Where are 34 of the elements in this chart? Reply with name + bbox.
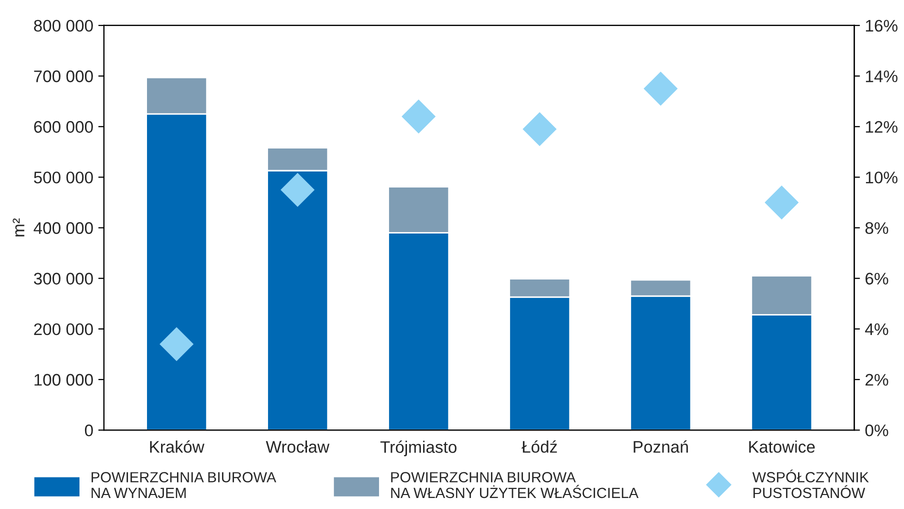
point (764, 185, 799, 220)
y-tick-label: 600 000 (34, 121, 93, 133)
y-tick-label: 200 000 (34, 323, 93, 336)
y-tick-label: 700 000 (34, 70, 93, 82)
y-tick-label: 0 (84, 424, 93, 436)
point (522, 112, 557, 146)
y2-tick-label: 4% (865, 323, 888, 336)
y2-tick-label: 12% (866, 121, 898, 133)
legend-label: POWIERZCHNIA BIUROWA NA WŁASNY UŻYTEK WŁAŚCICIELA (391, 472, 639, 498)
legend-label: WSPÓŁCZYNNIK PUSTOSTANÓW (752, 470, 869, 498)
y-tick-label: 800 000 (34, 20, 93, 32)
point (644, 72, 678, 106)
x-tick-label: Poznań (634, 440, 688, 453)
x-tick-label: Trójmiasto (380, 440, 456, 456)
y-tick-label: 300 000 (34, 272, 93, 285)
y-axis-title: m² (12, 218, 24, 236)
y2-tick-label: 0% (865, 424, 888, 436)
point (402, 99, 436, 134)
y2-tick-label: 14% (866, 70, 898, 82)
x-tick-label: Łódź (522, 440, 557, 453)
y2-tick-label: 6% (866, 272, 888, 285)
y-tick-label: 400 000 (34, 222, 93, 234)
point (160, 327, 194, 362)
y2-tick-label: 2% (866, 374, 888, 386)
x-tick-label: Wrocław (266, 440, 330, 453)
point (280, 172, 315, 207)
y2-tick-label: 8% (865, 222, 888, 234)
x-tick-label: Katowice (749, 440, 815, 453)
y2-tick-label: 16% (866, 20, 898, 32)
y-tick-label: 500 000 (34, 172, 93, 184)
legend-label: POWIERZCHNIA BIUROWA NA WYNAJEM (92, 472, 276, 498)
y-tick-label: 100 000 (34, 374, 93, 386)
x-tick-label: Kraków (150, 440, 204, 453)
y2-tick-label: 10% (866, 172, 898, 184)
